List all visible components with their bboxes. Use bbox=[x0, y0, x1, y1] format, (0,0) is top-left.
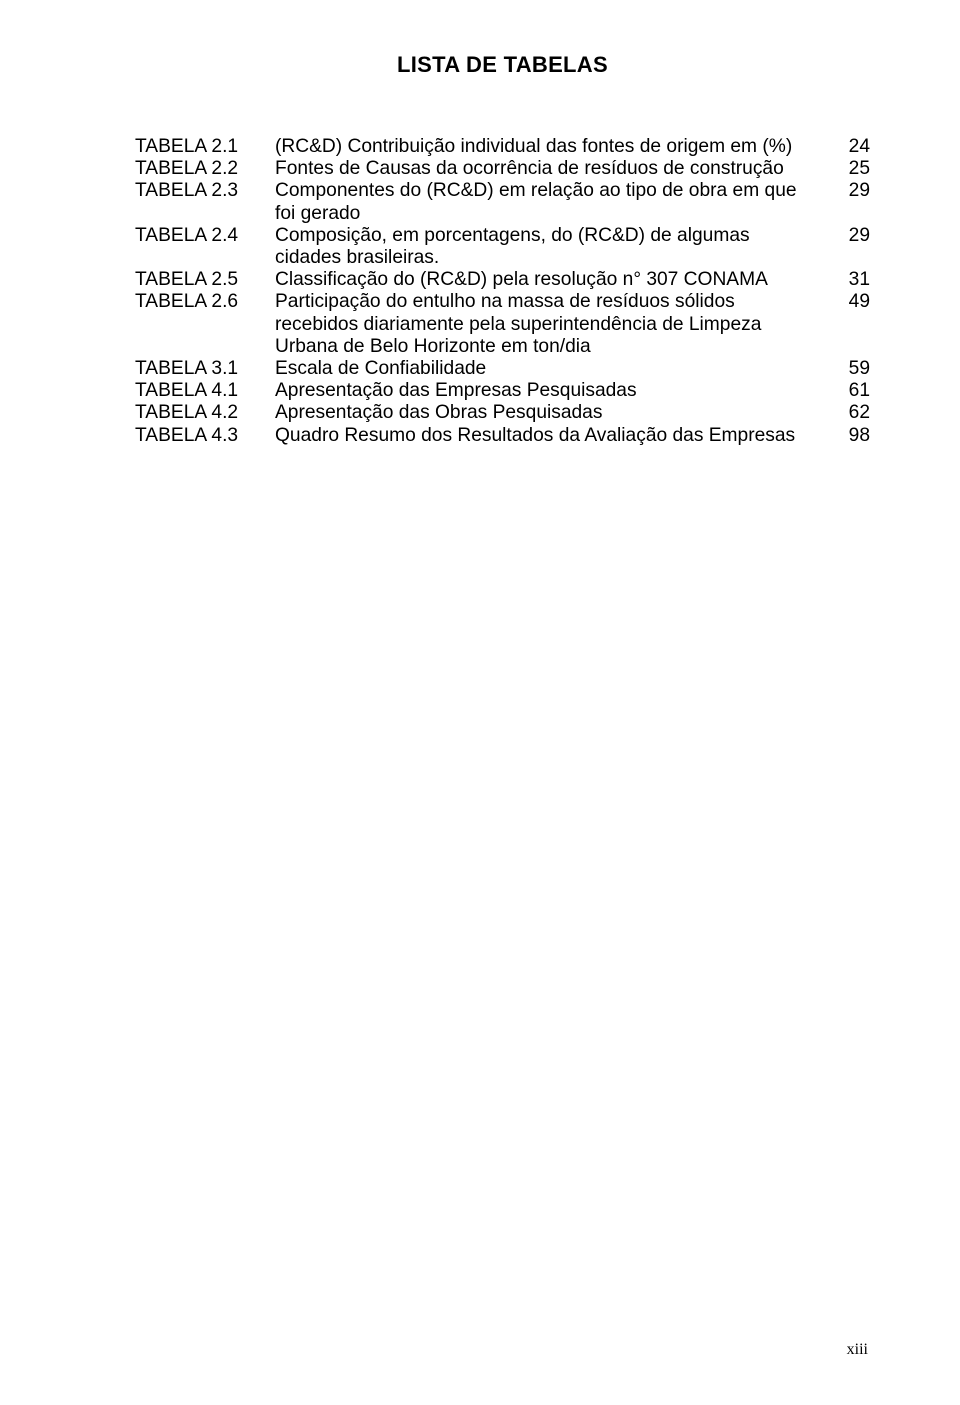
row-label: TABELA 2.4 bbox=[135, 225, 275, 247]
page-title: LISTA DE TABELAS bbox=[135, 52, 870, 78]
row-label: TABELA 2.2 bbox=[135, 158, 275, 180]
row-page: 24 bbox=[834, 136, 870, 158]
row-label: TABELA 2.5 bbox=[135, 269, 275, 291]
row-label: TABELA 2.1 bbox=[135, 136, 275, 158]
table-row: TABELA 2.6 Participação do entulho na ma… bbox=[135, 291, 870, 358]
page-number: xiii bbox=[847, 1341, 868, 1359]
row-page: 31 bbox=[834, 269, 870, 291]
row-page: 29 bbox=[834, 180, 870, 202]
row-label: TABELA 4.3 bbox=[135, 425, 275, 447]
table-row: TABELA 4.2 Apresentação das Obras Pesqui… bbox=[135, 402, 870, 424]
row-description: Composição, em porcentagens, do (RC&D) d… bbox=[275, 225, 834, 269]
row-description: Fontes de Causas da ocorrência de resídu… bbox=[275, 158, 834, 180]
row-description: Escala de Confiabilidade bbox=[275, 358, 834, 380]
row-label: TABELA 4.1 bbox=[135, 380, 275, 402]
row-description: Apresentação das Obras Pesquisadas bbox=[275, 402, 834, 424]
row-page: 25 bbox=[834, 158, 870, 180]
row-label: TABELA 2.6 bbox=[135, 291, 275, 313]
row-page: 49 bbox=[834, 291, 870, 313]
table-row: TABELA 2.4 Composição, em porcentagens, … bbox=[135, 225, 870, 269]
table-row: TABELA 2.2 Fontes de Causas da ocorrênci… bbox=[135, 158, 870, 180]
table-row: TABELA 3.1 Escala de Confiabilidade 59 bbox=[135, 358, 870, 380]
row-page: 59 bbox=[834, 358, 870, 380]
row-label: TABELA 3.1 bbox=[135, 358, 275, 380]
row-label: TABELA 4.2 bbox=[135, 402, 275, 424]
row-page: 98 bbox=[834, 425, 870, 447]
row-description: Quadro Resumo dos Resultados da Avaliaçã… bbox=[275, 425, 834, 447]
row-page: 29 bbox=[834, 225, 870, 247]
table-row: TABELA 2.1 (RC&D) Contribuição individua… bbox=[135, 136, 870, 158]
row-page: 62 bbox=[834, 402, 870, 424]
document-page: LISTA DE TABELAS TABELA 2.1 (RC&D) Contr… bbox=[0, 0, 960, 1405]
row-description: (RC&D) Contribuição individual das fonte… bbox=[275, 136, 834, 158]
table-row: TABELA 2.3 Componentes do (RC&D) em rela… bbox=[135, 180, 870, 224]
row-description: Componentes do (RC&D) em relação ao tipo… bbox=[275, 180, 834, 224]
table-row: TABELA 4.1 Apresentação das Empresas Pes… bbox=[135, 380, 870, 402]
table-of-tables: TABELA 2.1 (RC&D) Contribuição individua… bbox=[135, 136, 870, 447]
row-description: Participação do entulho na massa de resí… bbox=[275, 291, 834, 358]
table-row: TABELA 2.5 Classificação do (RC&D) pela … bbox=[135, 269, 870, 291]
row-label: TABELA 2.3 bbox=[135, 180, 275, 202]
row-description: Apresentação das Empresas Pesquisadas bbox=[275, 380, 834, 402]
table-row: TABELA 4.3 Quadro Resumo dos Resultados … bbox=[135, 425, 870, 447]
row-description: Classificação do (RC&D) pela resolução n… bbox=[275, 269, 834, 291]
row-page: 61 bbox=[834, 380, 870, 402]
